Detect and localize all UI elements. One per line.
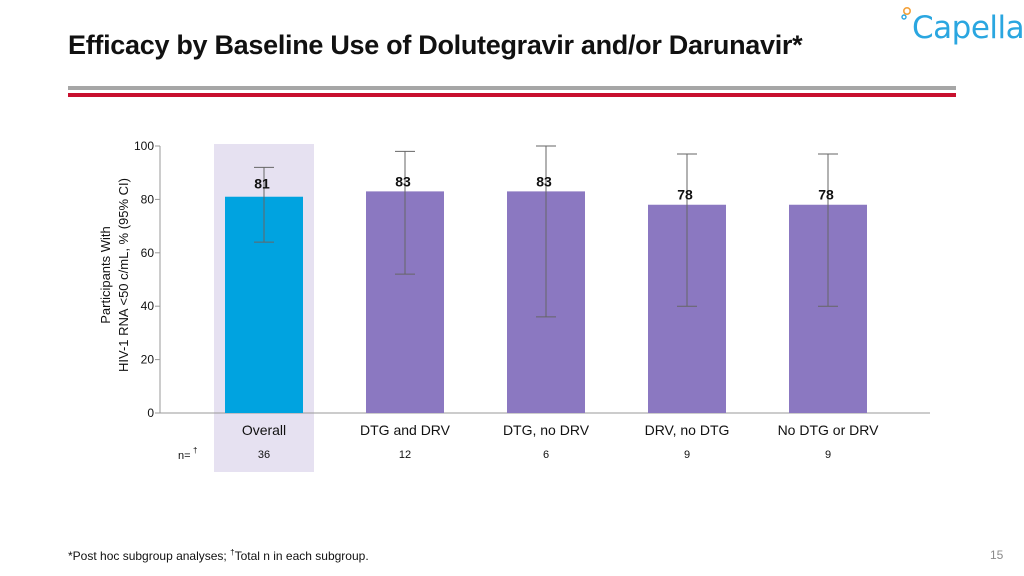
y-tick-label: 40 [141,299,155,313]
n-value: 9 [684,449,690,461]
data-label: 83 [536,173,552,189]
footnote-dagger: † [230,548,235,557]
page-number: 15 [990,548,1004,562]
data-label: 81 [254,176,270,192]
n-label-dagger: † [193,446,197,455]
y-axis-label-line1: Participants With [98,226,113,324]
title-rule-red [68,93,956,97]
footnote-main: *Post hoc subgroup analyses; [68,549,231,563]
n-value: 6 [543,449,549,461]
category-label: No DTG or DRV [778,422,880,438]
footnote-rest: Total n in each subgroup. [234,549,369,563]
category-label: DTG, no DRV [503,422,590,438]
data-label: 83 [395,173,411,189]
y-tick-label: 100 [134,139,154,153]
y-axis-label-line2: HIV-1 RNA <50 c/mL, % (95% CI) [116,178,131,372]
n-value: 12 [399,449,411,461]
title-rule-grey [68,86,956,90]
category-label: DTG and DRV [360,422,451,438]
data-label: 78 [677,187,693,203]
capella-logo-icon [901,6,912,20]
y-tick-label: 60 [141,246,155,260]
capella-logo-text: Capella [912,10,1024,46]
y-tick-label: 20 [141,353,155,367]
slide-title: Efficacy by Baseline Use of Dolutegravir… [68,30,803,60]
footnote: *Post hoc subgroup analyses; †Total n in… [68,548,369,563]
y-tick-label: 80 [141,192,155,206]
data-label: 78 [818,187,834,203]
category-label: DRV, no DTG [645,422,730,438]
n-label: n= [178,450,191,462]
y-tick-label: 0 [147,406,154,420]
n-value: 36 [258,449,270,461]
category-label: Overall [242,422,286,438]
n-value: 9 [825,449,831,461]
